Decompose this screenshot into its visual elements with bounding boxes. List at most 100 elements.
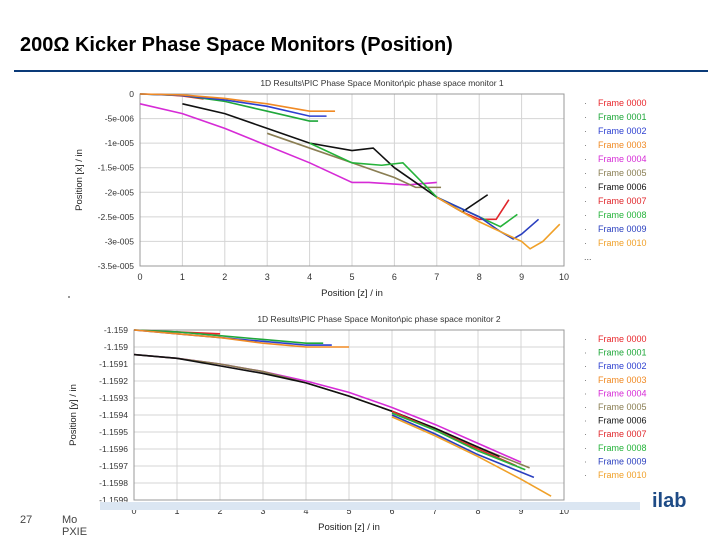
legend-more: ...	[584, 252, 592, 262]
footer-text-line2: PXIE	[62, 526, 88, 538]
legend-marker: ·	[584, 112, 587, 122]
series-line	[391, 414, 535, 479]
title-rule	[14, 70, 708, 72]
x-tick-label: 2	[217, 506, 222, 516]
x-tick-label: 9	[519, 272, 524, 282]
legend-entry: Frame 0005	[598, 402, 647, 412]
footer-text-line1: Mo	[62, 514, 78, 526]
y-tick-label: -2.5e-005	[98, 212, 135, 222]
legend-entry: Frame 0008	[598, 443, 647, 453]
legend-entry: Frame 0002	[598, 126, 647, 136]
series-line	[391, 412, 526, 471]
y-tick-label: -1.1597	[99, 461, 128, 471]
plot-frame	[139, 93, 565, 267]
x-tick-label: 5	[349, 272, 354, 282]
plot-frame	[133, 329, 565, 501]
legend-marker: ·	[584, 470, 587, 480]
x-tick-label: 4	[307, 272, 312, 282]
y-tick-label: -1.5e-005	[98, 163, 135, 173]
y-tick-label: -3.5e-005	[98, 261, 135, 271]
legend-entry: Frame 0000	[598, 334, 647, 344]
legend-entry: Frame 0002	[598, 361, 647, 371]
legend-entry: Frame 0003	[598, 375, 647, 385]
y-axis-label: Position [x] / in	[74, 149, 85, 211]
series-line	[436, 196, 561, 250]
series-line	[309, 142, 518, 228]
legend-entry: Frame 0000	[598, 98, 647, 108]
y-tick-label: -5e-006	[105, 114, 135, 124]
x-tick-label: 6	[389, 506, 394, 516]
series-line	[133, 353, 500, 458]
legend-marker: ·	[584, 168, 587, 178]
legend-marker: ·	[584, 388, 587, 398]
legend-marker: ·	[584, 210, 587, 220]
series-line	[133, 353, 522, 463]
footer-band	[100, 502, 640, 510]
x-tick-label: 1	[174, 506, 179, 516]
legend-entry: Frame 0006	[598, 182, 647, 192]
legend-entry: Frame 0001	[598, 348, 647, 358]
legend-entry: Frame 0007	[598, 196, 647, 206]
x-tick-label: 8	[477, 272, 482, 282]
x-tick-label: 0	[137, 272, 142, 282]
x-tick-label: 0	[131, 506, 136, 516]
x-tick-label: 3	[265, 272, 270, 282]
y-axis-label: Position [y] / in	[68, 384, 79, 446]
x-tick-label: 8	[475, 506, 480, 516]
legend-marker: ·	[584, 375, 587, 385]
legend-marker: ·	[584, 154, 587, 164]
chart-title: 1D Results\PIC Phase Space Monitor\pic p…	[260, 78, 504, 88]
legend-marker: ·	[584, 361, 587, 371]
page-number: 27	[20, 514, 33, 526]
series-line	[139, 93, 336, 112]
x-tick-label: 7	[434, 272, 439, 282]
y-tick-label: -1.1599	[99, 495, 128, 505]
x-tick-label: 5	[346, 506, 351, 516]
series-line	[133, 329, 324, 345]
x-tick-label: 3	[260, 506, 265, 516]
legend-marker: ·	[584, 224, 587, 234]
legend-entry: Frame 0010	[598, 238, 647, 248]
y-tick-label: -2e-005	[105, 187, 135, 197]
legend-marker: ·	[584, 429, 587, 439]
legend-marker: ·	[584, 182, 587, 192]
y-tick-label: 0	[129, 89, 134, 99]
y-tick-label: -3e-005	[105, 236, 135, 246]
legend-marker: ·	[584, 238, 587, 248]
legend-entry: Frame 0004	[598, 388, 647, 398]
legend-marker: ·	[584, 416, 587, 426]
series-line	[133, 329, 349, 348]
legend-entry: Frame 0007	[598, 429, 647, 439]
legend-entry: Frame 0009	[598, 456, 647, 466]
y-tick-label: -1.159	[104, 325, 128, 335]
x-tick-label: 6	[392, 272, 397, 282]
x-tick-label: 7	[432, 506, 437, 516]
legend-marker: ·	[584, 456, 587, 466]
y-tick-label: -1.1596	[99, 444, 128, 454]
legend-marker: ·	[584, 402, 587, 412]
legend-entry: Frame 0008	[598, 210, 647, 220]
legend-marker: ·	[584, 443, 587, 453]
x-tick-label: 4	[303, 506, 308, 516]
x-axis-label: Position [z] / in	[318, 522, 380, 533]
series-line	[139, 103, 437, 186]
legend-marker: ·	[584, 98, 587, 108]
x-tick-label: 9	[518, 506, 523, 516]
legend-entry: Frame 0003	[598, 140, 647, 150]
x-tick-label: 1	[180, 272, 185, 282]
y-tick-label: -1.1591	[99, 359, 128, 369]
y-tick-label: -1.1593	[99, 393, 128, 403]
fermilab-logo: ilab	[652, 490, 687, 512]
legend-entry: Frame 0010	[598, 470, 647, 480]
legend-marker: ·	[584, 334, 587, 344]
legend-marker: ·	[584, 126, 587, 136]
y-tick-label: -1.1592	[99, 376, 128, 386]
x-tick-label: 2	[222, 272, 227, 282]
legend-marker: ·	[584, 140, 587, 150]
y-tick-label: -1.1594	[99, 410, 128, 420]
series-line	[391, 416, 552, 497]
x-tick-label: 10	[559, 272, 569, 282]
legend-marker: ·	[584, 348, 587, 358]
legend-entry: Frame 0001	[598, 112, 647, 122]
